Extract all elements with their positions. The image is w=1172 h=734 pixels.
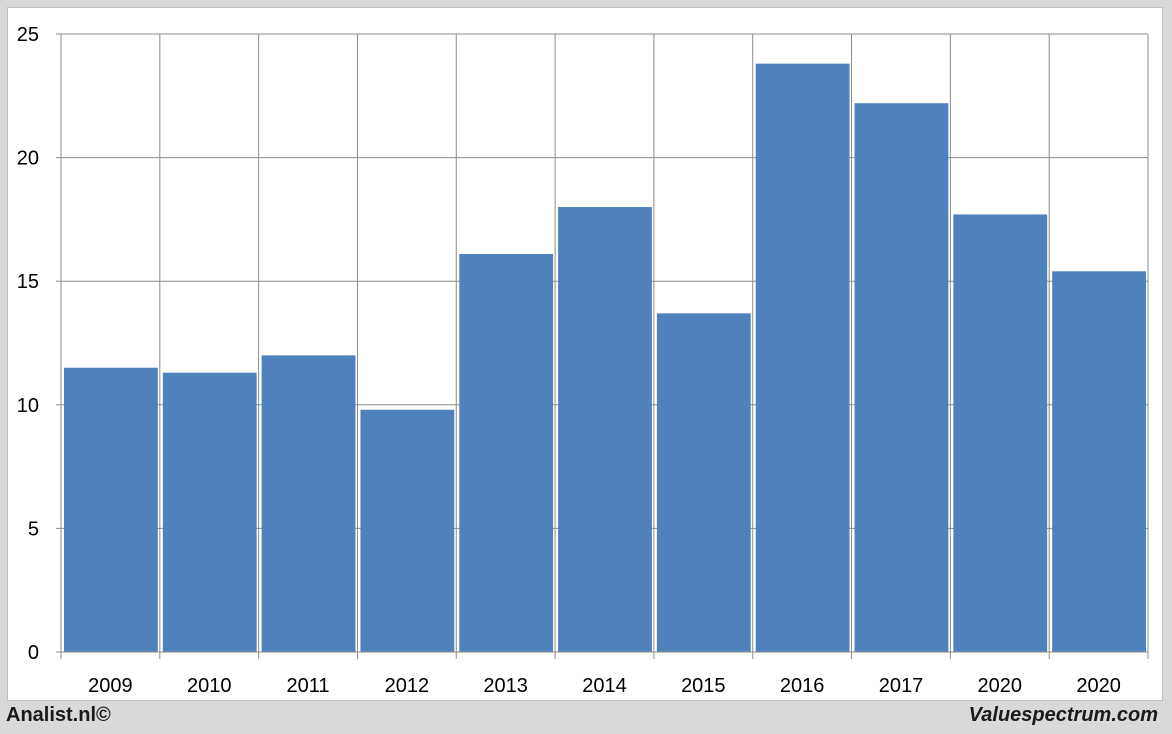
bar	[261, 355, 356, 652]
footer-right-credit: Valuespectrum.com	[968, 704, 1158, 726]
bar	[558, 207, 652, 653]
bar	[162, 372, 257, 652]
bar	[1052, 271, 1146, 652]
y-tick-label: 10	[17, 395, 39, 417]
bar	[459, 254, 554, 652]
x-tick-label: 2014	[582, 675, 627, 697]
bar	[953, 214, 1048, 652]
x-tick-label: 2010	[187, 675, 232, 697]
footer-left-credit: Analist.nl©	[6, 704, 111, 726]
x-tick-label: 2020	[978, 675, 1023, 697]
y-tick-label: 25	[17, 24, 39, 46]
x-tick-label: 2020	[1076, 675, 1121, 697]
x-tick-label: 2016	[780, 675, 825, 697]
bar	[360, 409, 455, 652]
bar	[854, 103, 949, 652]
bar	[64, 367, 158, 652]
tick-labels: 0 5 10 15 20 25 2009 2010 2011 2012 2013 2014 2015 20…	[17, 24, 1121, 697]
y-tick-label: 0	[28, 642, 39, 664]
x-tick-label: 2011	[287, 675, 330, 697]
y-tick-label: 5	[28, 518, 39, 540]
bar	[755, 63, 850, 652]
x-tick-label: 2017	[879, 675, 924, 697]
axes	[56, 33, 1149, 659]
bars	[64, 63, 1146, 653]
x-tick-label: 2013	[483, 675, 528, 697]
x-tick-label: 2012	[385, 675, 430, 697]
y-tick-label: 15	[17, 271, 39, 293]
y-tick-label: 20	[17, 148, 39, 170]
x-tick-label: 2009	[88, 675, 133, 697]
bar	[656, 313, 751, 652]
x-tick-label: 2015	[681, 675, 726, 697]
